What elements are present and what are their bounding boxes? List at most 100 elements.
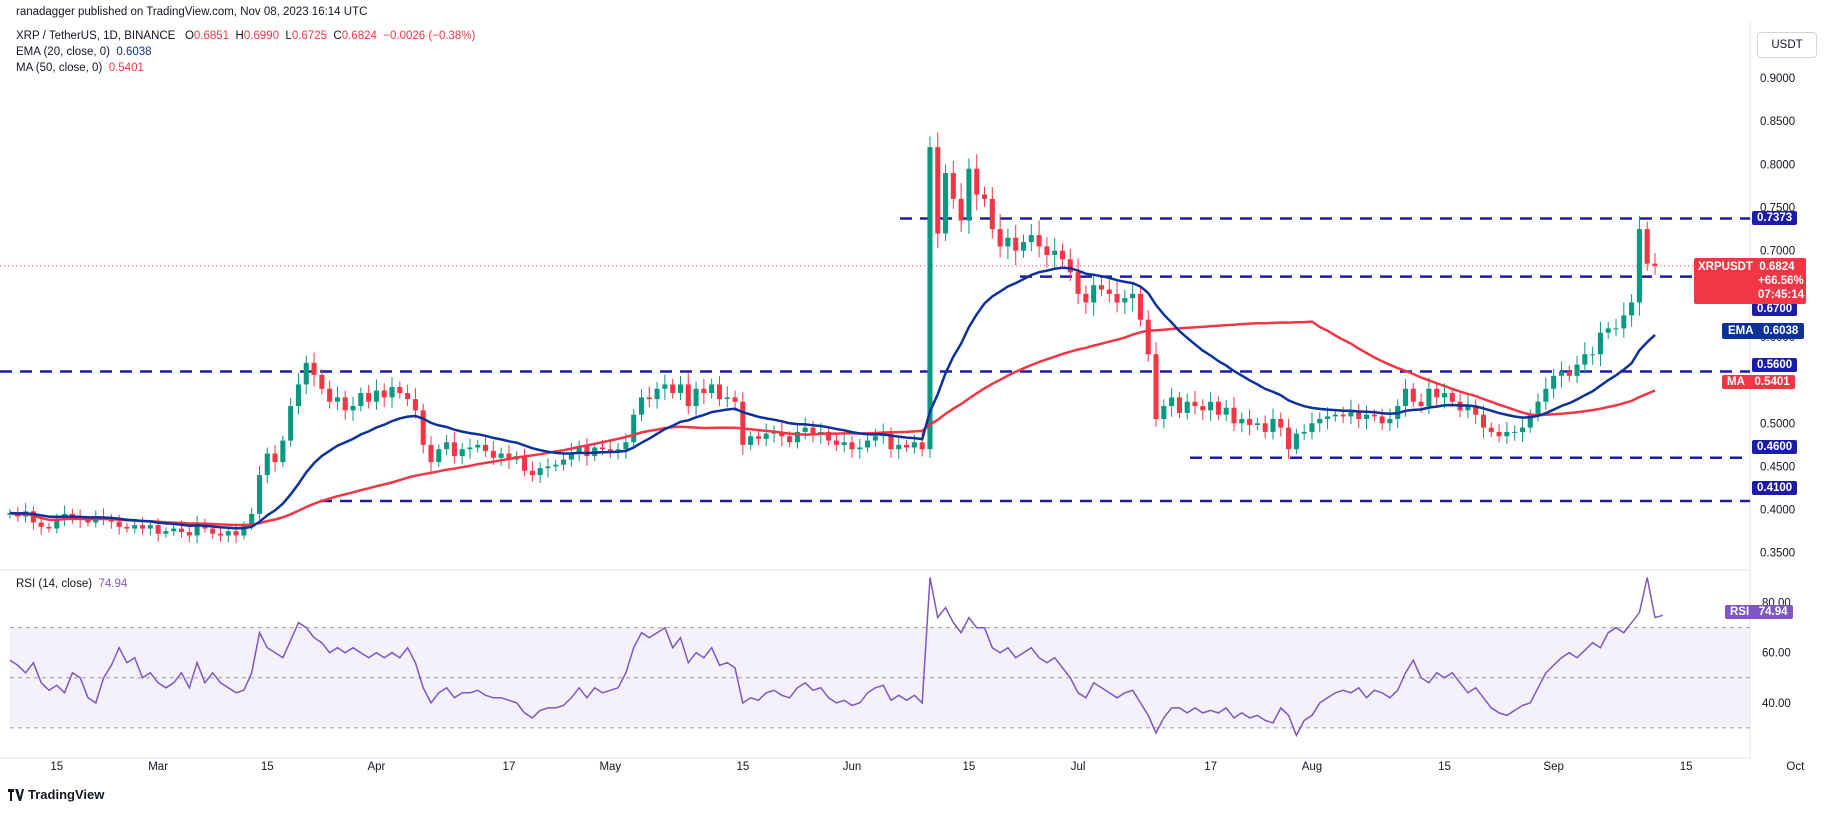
candle-94	[740, 401, 746, 445]
currency-button[interactable]: USDT	[1757, 32, 1817, 58]
ma-legend[interactable]: MA (50, close, 0) 0.5401	[16, 62, 144, 74]
candle-208	[1629, 302, 1635, 316]
candle-120	[943, 173, 949, 234]
ema-legend[interactable]: EMA (20, close, 0) 0.6038	[16, 46, 152, 58]
candle-31	[249, 513, 255, 526]
candle-21	[171, 528, 177, 532]
candle-155	[1215, 401, 1221, 415]
candle-129	[1013, 237, 1019, 251]
time-tick-5: May	[599, 761, 621, 773]
tradingview-logo[interactable]: TradingView	[8, 787, 104, 802]
candle-150	[1176, 397, 1182, 413]
candle-87	[685, 384, 691, 407]
candle-171	[1340, 414, 1346, 417]
candle-62	[490, 450, 496, 458]
high-value: 0.6990	[243, 30, 279, 42]
candle-106	[833, 440, 839, 445]
close-label: C	[333, 30, 342, 42]
time-tick-9: Jul	[1071, 761, 1086, 773]
candle-96	[755, 436, 761, 439]
candle-58	[459, 449, 465, 457]
candle-95	[748, 436, 754, 445]
time-tick-6: 15	[736, 761, 749, 773]
candle-175	[1371, 414, 1377, 417]
candle-203	[1590, 354, 1596, 356]
candle-191	[1496, 431, 1502, 437]
candle-114	[896, 444, 902, 450]
candle-35	[280, 440, 286, 463]
rsi-legend-label: RSI (14, close)	[16, 578, 93, 590]
candle-159	[1247, 418, 1253, 426]
level-tag-2: 0.5600	[1752, 358, 1798, 372]
rsi-legend[interactable]: RSI (14, close) 74.94	[16, 578, 127, 590]
candle-165	[1293, 433, 1299, 450]
candle-76	[599, 447, 606, 450]
candle-37	[295, 384, 301, 407]
candle-177	[1387, 418, 1393, 424]
candle-148	[1161, 406, 1167, 419]
candle-140	[1098, 285, 1105, 290]
symbol-title: XRP / TetherUS, 1D, BINANCE	[16, 30, 176, 42]
open-value: 0.6851	[193, 30, 230, 42]
candle-135	[1059, 250, 1066, 260]
time-tick-13: Sep	[1543, 761, 1563, 773]
candle-30	[241, 525, 247, 536]
rsi-band	[10, 627, 1750, 728]
rsi-tick-2: 40.00	[1762, 698, 1791, 710]
candle-157	[1231, 407, 1237, 424]
candle-100	[787, 436, 793, 443]
candle-102	[802, 427, 808, 432]
candle-92	[724, 397, 730, 400]
candle-169	[1325, 416, 1331, 419]
rsi-tag-value: 74.94	[1758, 606, 1788, 618]
time-tick-10: 17	[1204, 761, 1217, 773]
candle-82	[646, 397, 652, 400]
symbol-legend[interactable]: XRP / TetherUS, 1D, BINANCE O0.6851 H0.6…	[16, 30, 475, 42]
candle-101	[794, 431, 800, 443]
candle-127	[997, 229, 1003, 247]
candle-172	[1348, 410, 1354, 417]
candle-118	[927, 147, 933, 450]
candle-23	[186, 532, 192, 536]
price-tick-8: 0.5000	[1760, 418, 1795, 430]
candle-153	[1200, 406, 1206, 411]
time-tick-8: 15	[963, 761, 976, 773]
candle-22	[178, 528, 185, 533]
candle-176	[1379, 416, 1385, 424]
candle-66	[522, 456, 528, 471]
time-tick-4: 17	[503, 761, 516, 773]
candle-53	[420, 410, 426, 445]
candle-121	[950, 173, 956, 199]
time-tick-14: 15	[1680, 761, 1693, 773]
candle-139	[1091, 285, 1097, 303]
candle-105	[826, 431, 832, 441]
candle-160	[1254, 423, 1260, 426]
candle-28	[225, 531, 231, 536]
candle-33	[264, 453, 270, 476]
candle-91	[716, 384, 722, 400]
ema-tag: EMA 0.6038	[1722, 323, 1805, 339]
candle-83	[654, 388, 660, 400]
candle-40	[319, 374, 325, 389]
candle-197	[1543, 388, 1549, 402]
candle-162	[1270, 418, 1276, 432]
time-tick-11: Aug	[1302, 761, 1322, 773]
candle-10	[85, 519, 91, 523]
candle-20	[163, 531, 169, 534]
candle-133	[1044, 246, 1050, 256]
candle-200	[1566, 371, 1572, 376]
candle-6	[54, 519, 60, 529]
candle-109	[857, 447, 863, 450]
candle-192	[1504, 431, 1510, 437]
price-tag-price: 0.6824	[1759, 261, 1795, 273]
candle-89	[701, 388, 707, 394]
candle-46	[366, 393, 372, 402]
candle-14	[116, 521, 122, 527]
price-tick-0: 0.9000	[1760, 73, 1795, 85]
candle-164	[1286, 427, 1292, 450]
candle-50	[397, 387, 403, 394]
candle-198	[1551, 375, 1557, 389]
rsi-line	[9, 577, 1664, 738]
candle-41	[327, 388, 333, 402]
